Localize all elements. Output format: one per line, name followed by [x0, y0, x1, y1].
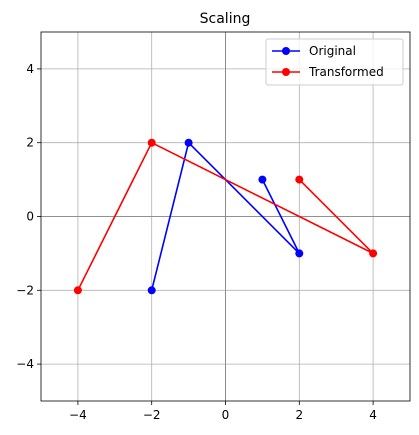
legend-marker-transformed: [282, 68, 290, 76]
data-point: [258, 175, 267, 184]
data-series: [73, 138, 378, 295]
legend-label-original: Original: [309, 44, 356, 58]
data-point: [295, 249, 304, 258]
x-tick-label: 0: [222, 408, 230, 422]
series-transformed: [73, 138, 378, 295]
data-point: [184, 138, 193, 147]
legend-label-transformed: Transformed: [308, 65, 384, 79]
data-point: [147, 138, 156, 147]
y-tick-label: 2: [26, 136, 34, 150]
y-tick-label: 4: [26, 62, 34, 76]
series-line: [150, 141, 301, 291]
y-tick-label: −4: [16, 357, 34, 371]
series-original: [147, 138, 304, 295]
x-tick-label: 2: [295, 408, 303, 422]
axis-ticks: −4 −2 0 2 4 −4 −2 0 2 4: [16, 62, 377, 422]
x-tick-label: −2: [143, 408, 161, 422]
x-tick-label: 4: [369, 408, 377, 422]
x-tick-label: −4: [69, 408, 87, 422]
zero-lines: [41, 32, 410, 401]
data-point: [295, 175, 304, 184]
y-tick-label: 0: [26, 210, 34, 224]
y-tick-label: −2: [16, 283, 34, 297]
series-line: [77, 141, 374, 291]
legend-marker-original: [282, 47, 290, 55]
data-point: [369, 249, 378, 258]
data-point: [73, 286, 82, 295]
data-point: [147, 286, 156, 295]
legend-frame: [265, 38, 404, 86]
legend: Original Transformed: [265, 38, 404, 86]
chart-title: Scaling: [200, 11, 251, 27]
